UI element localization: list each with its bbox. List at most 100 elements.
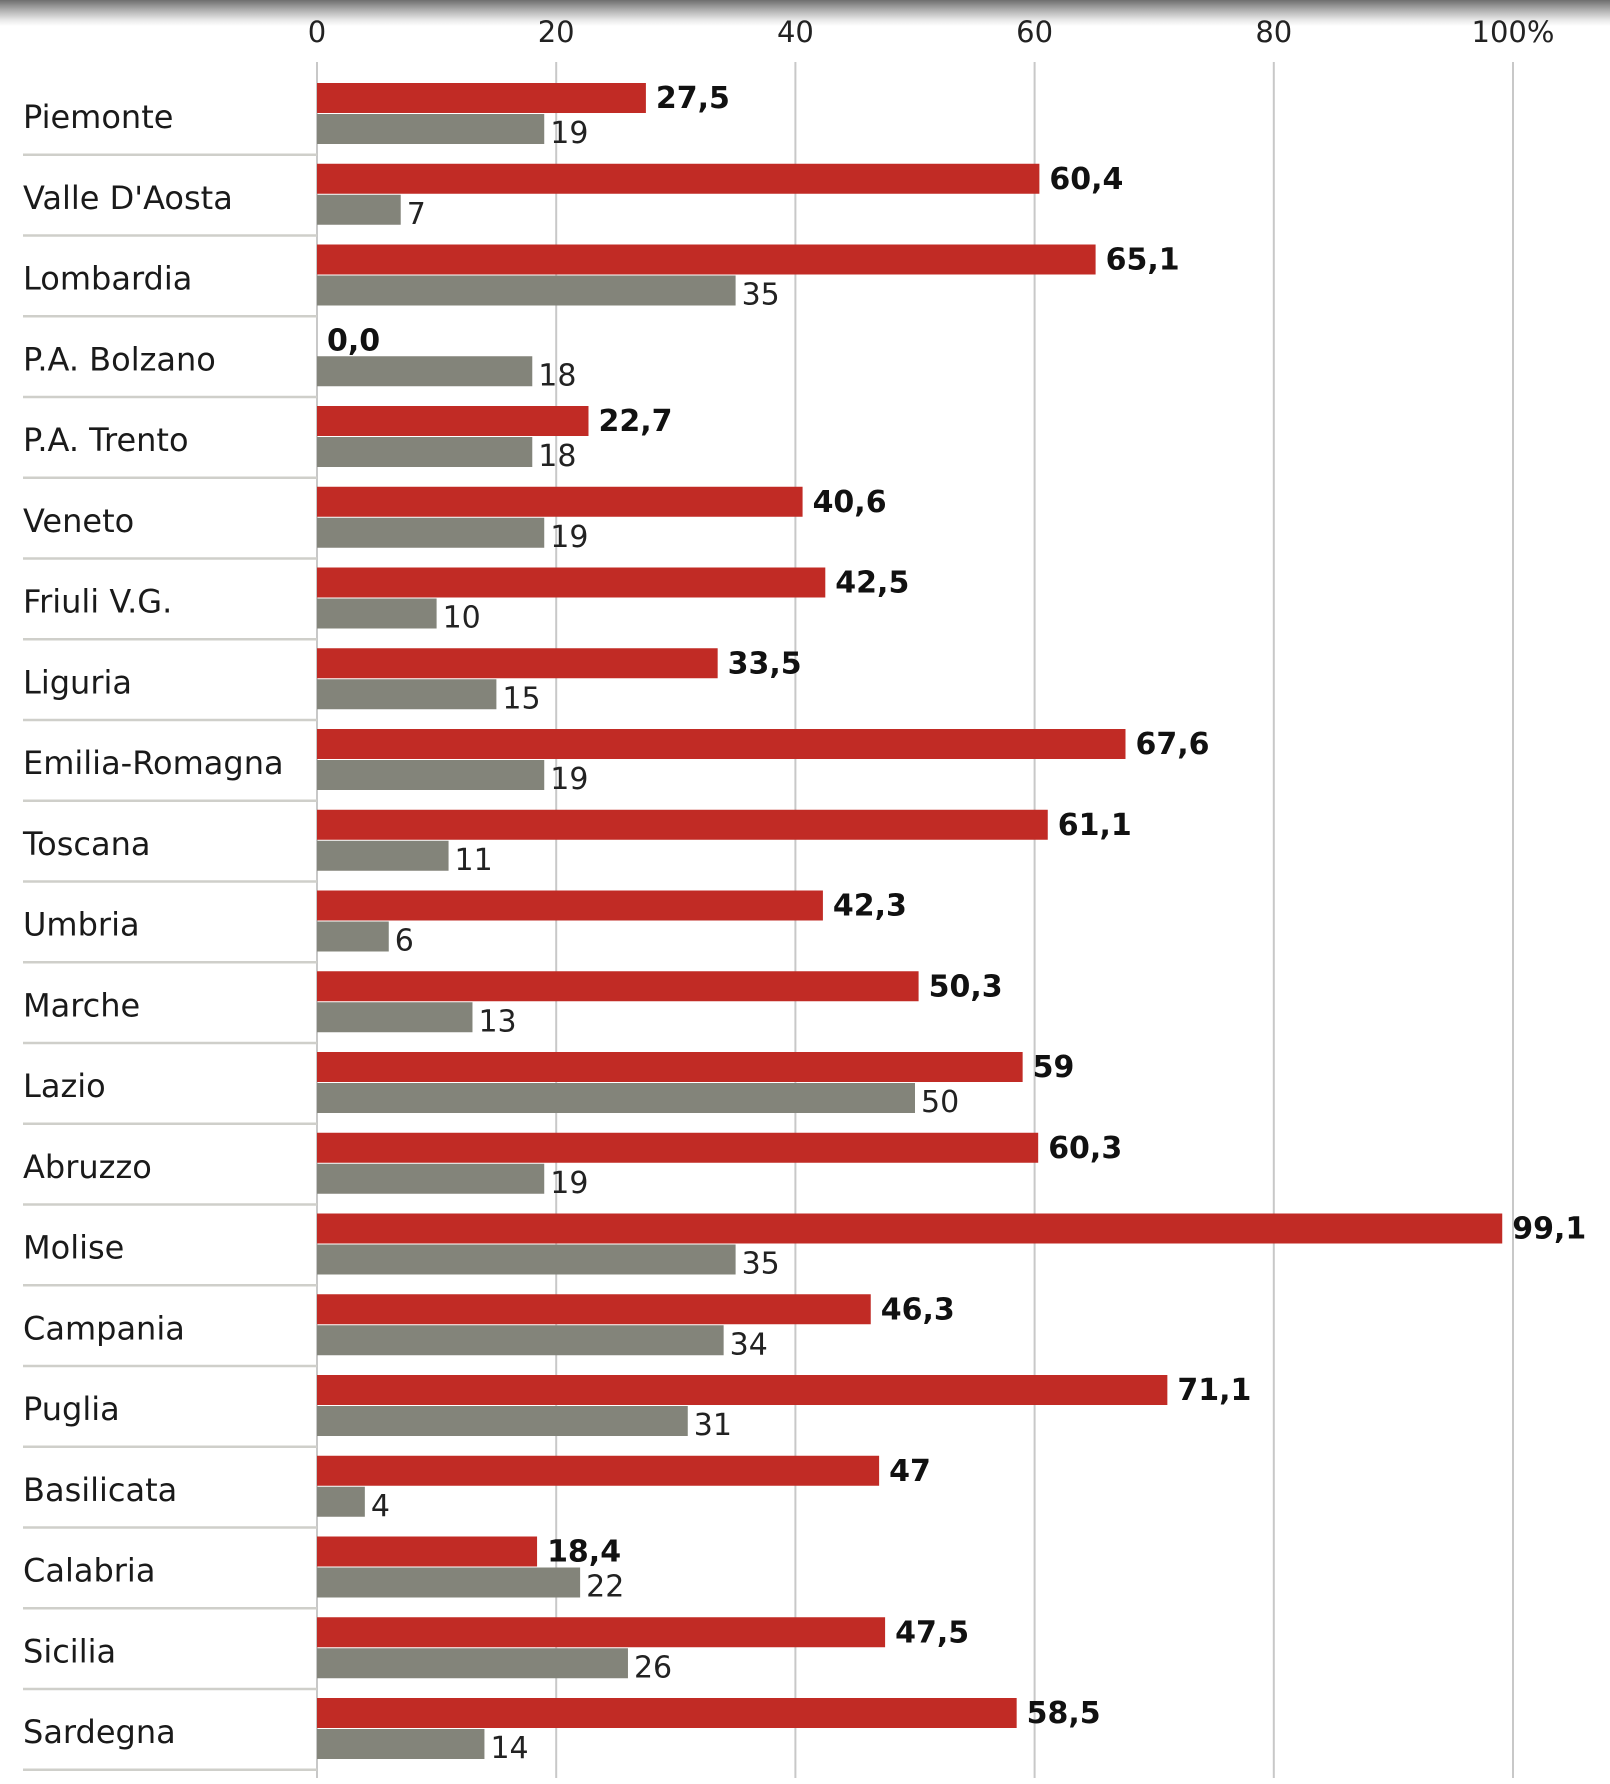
- value-label-grey: 7: [407, 197, 426, 232]
- bar-grey: [317, 275, 736, 306]
- bar-grey: [317, 598, 437, 629]
- value-label-grey: 35: [742, 278, 780, 313]
- value-label-red: 22,7: [598, 404, 672, 439]
- category-label: Sicilia: [23, 1632, 116, 1670]
- bar-grey: [317, 1325, 724, 1356]
- bar-red: [317, 567, 826, 598]
- category-label: Friuli V.G.: [23, 583, 172, 621]
- value-label-red: 50,3: [929, 969, 1003, 1004]
- x-tick-label: 100%: [1472, 15, 1555, 49]
- category-label: Veneto: [23, 502, 134, 540]
- value-label-grey: 14: [490, 1731, 528, 1766]
- category-label: Lombardia: [23, 260, 192, 298]
- value-label-grey: 34: [730, 1327, 768, 1362]
- value-label-red: 40,6: [813, 485, 887, 520]
- value-label-red: 61,1: [1058, 808, 1132, 843]
- category-label: Basilicata: [23, 1471, 177, 1509]
- x-tick-label: 60: [1016, 15, 1053, 49]
- bar-grey: [317, 1163, 545, 1194]
- value-label-grey: 6: [395, 924, 414, 959]
- bar-grey: [317, 1648, 628, 1679]
- bar-red: [317, 729, 1126, 759]
- category-label: Molise: [23, 1229, 124, 1267]
- bar-red: [317, 1617, 886, 1648]
- category-label: Abruzzo: [23, 1148, 152, 1186]
- bar-grey: [317, 1486, 365, 1517]
- value-label-red: 58,5: [1027, 1696, 1101, 1731]
- bar-grey: [317, 114, 545, 144]
- bar-red: [317, 971, 919, 1002]
- bar-grey: [317, 1002, 473, 1033]
- bar-grey: [317, 437, 533, 467]
- bar-red: [317, 1698, 1017, 1728]
- value-label-red: 59: [1033, 1050, 1075, 1085]
- bar-red: [317, 486, 803, 517]
- value-label-grey: 15: [502, 681, 540, 716]
- value-label-red: 27,5: [656, 81, 730, 116]
- bar-grey: [317, 517, 545, 548]
- category-label: Piemonte: [23, 98, 173, 136]
- bar-red: [317, 163, 1040, 194]
- category-label: Valle D'Aosta: [23, 179, 233, 217]
- value-label-red: 42,3: [833, 889, 907, 924]
- bar-red: [317, 83, 646, 113]
- bar-grey: [317, 1406, 688, 1436]
- bar-red: [317, 244, 1096, 275]
- value-label-red: 0,0: [327, 323, 380, 358]
- bar-red: [317, 1536, 538, 1567]
- value-label-red: 46,3: [881, 1292, 955, 1327]
- bar-red: [317, 1052, 1023, 1082]
- category-label: Marche: [23, 986, 140, 1024]
- category-label: P.A. Bolzano: [23, 340, 216, 378]
- category-labels: Piemonte Valle D'Aosta Lombardia P.A. Bolza…: [22, 98, 284, 1751]
- value-label-grey: 31: [694, 1408, 732, 1443]
- bar-grey: [317, 921, 389, 952]
- bar-red: [317, 890, 823, 921]
- bar-red: [317, 809, 1048, 840]
- bar-red: [317, 1213, 1503, 1244]
- value-label-red: 42,5: [835, 566, 909, 601]
- value-label-grey: 19: [550, 116, 588, 151]
- x-tick-label: 0: [308, 15, 326, 49]
- value-label-grey: 13: [478, 1004, 516, 1039]
- value-label-red: 60,3: [1048, 1131, 1122, 1166]
- x-axis-ticks: 0 20 40 60 80 100%: [308, 15, 1555, 49]
- bar-grey: [317, 1244, 736, 1275]
- value-label-grey: 19: [550, 762, 588, 797]
- bar-red: [317, 1455, 880, 1486]
- bar-grey: [317, 356, 533, 387]
- bar-red: [317, 1294, 871, 1325]
- top-shadow: [0, 0, 1610, 26]
- value-labels: 27,5 19 60,4 7 65,1 35 0,0 18 22,7 18 40,6 19 42,5 10…: [327, 81, 1586, 1766]
- value-label-grey: 4: [371, 1489, 390, 1524]
- value-label-red: 47: [889, 1454, 931, 1489]
- value-label-red: 71,1: [1177, 1373, 1251, 1408]
- category-label: Lazio: [23, 1067, 106, 1105]
- bar-grey: [317, 840, 449, 871]
- bars: [317, 83, 1503, 1759]
- category-label: Calabria: [23, 1552, 155, 1590]
- value-label-red: 33,5: [728, 646, 802, 681]
- category-label: Puglia: [23, 1390, 120, 1428]
- value-label-grey: 19: [550, 520, 588, 555]
- value-label-grey: 35: [742, 1247, 780, 1282]
- value-label-grey: 22: [586, 1570, 624, 1605]
- bar-red: [317, 648, 718, 679]
- bar-red: [317, 1132, 1039, 1163]
- value-label-red: 18,4: [547, 1535, 621, 1570]
- category-label: Toscana: [22, 825, 150, 863]
- value-label-grey: 18: [538, 439, 576, 474]
- bar-grey: [317, 679, 497, 710]
- value-label-red: 67,6: [1135, 727, 1209, 762]
- value-label-grey: 10: [443, 601, 481, 636]
- value-label-grey: 50: [921, 1085, 959, 1120]
- value-label-red: 99,1: [1512, 1212, 1586, 1247]
- value-label-red: 60,4: [1049, 162, 1123, 197]
- category-label: Liguria: [23, 663, 132, 701]
- value-label-grey: 19: [550, 1166, 588, 1201]
- category-label: Campania: [23, 1309, 185, 1347]
- category-label: P.A. Trento: [23, 421, 189, 459]
- category-label: Umbria: [23, 906, 140, 944]
- value-label-grey: 18: [538, 358, 576, 393]
- bar-grey: [317, 194, 401, 225]
